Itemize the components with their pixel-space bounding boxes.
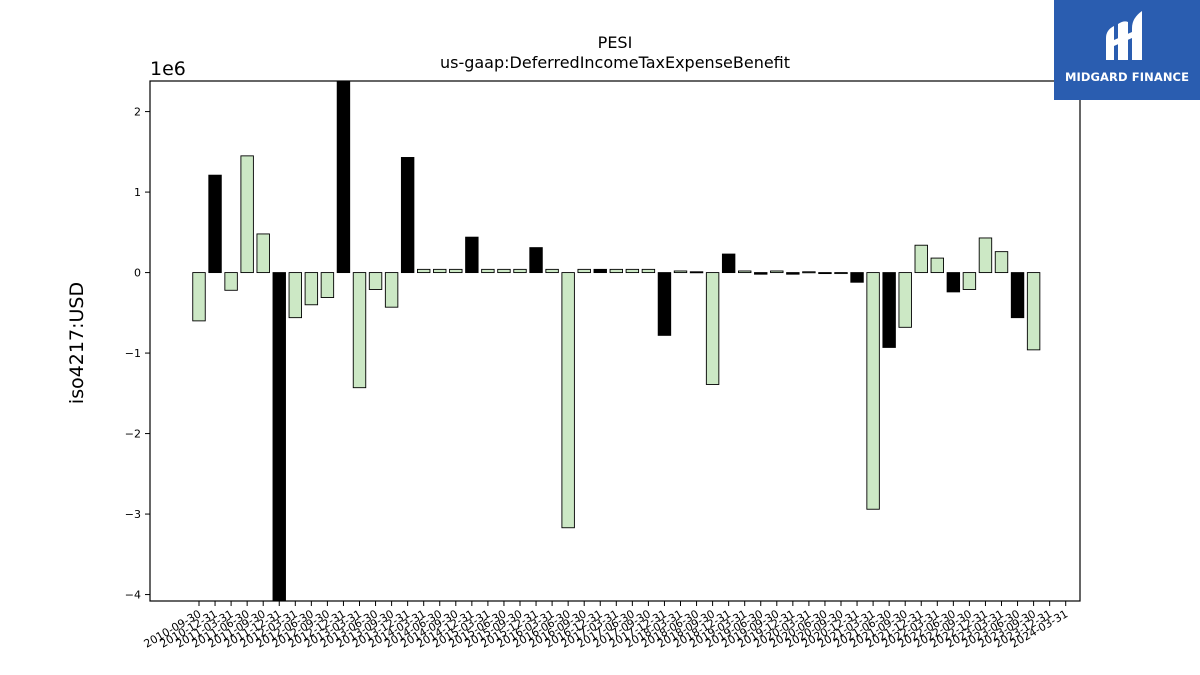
midgard-logo-icon [1106, 11, 1142, 60]
bar [802, 271, 816, 274]
bar [705, 272, 720, 385]
bar [240, 155, 254, 274]
chart-subtitle: us-gaap:DeferredIncomeTaxExpenseBenefit [440, 53, 790, 72]
bar [304, 272, 319, 306]
bar [818, 272, 832, 275]
bar [545, 268, 559, 274]
y-axis: 2 1 0 −1 −2 −3 −4 [125, 106, 150, 602]
y-tick-label: 0 [134, 267, 141, 280]
bar [465, 236, 479, 274]
bar [689, 271, 704, 274]
bar [673, 270, 688, 274]
y-tick-label: 2 [134, 106, 141, 119]
y-tick-label: −3 [125, 508, 141, 521]
bar [898, 272, 912, 328]
bar [914, 244, 928, 274]
bar [609, 268, 623, 274]
company-logo: MIDGARD FINANCE [1054, 0, 1200, 100]
bars [192, 80, 1041, 602]
bar [433, 268, 447, 274]
bar [1026, 272, 1041, 351]
bar [978, 237, 993, 274]
logo-text: MIDGARD FINANCE [1064, 70, 1190, 84]
bar [529, 247, 543, 274]
bar [497, 268, 511, 274]
bar [352, 272, 367, 389]
bar [192, 272, 206, 322]
bar [770, 270, 784, 274]
bar [866, 272, 880, 510]
chart-title: PESI [598, 33, 633, 52]
y-tick-label: −1 [125, 347, 141, 360]
bar [272, 272, 286, 602]
bar [721, 253, 736, 274]
bar [449, 268, 463, 274]
y-axis-label: iso4217:USD [66, 282, 88, 404]
bar [368, 272, 383, 290]
bar [417, 268, 431, 274]
bar [641, 268, 656, 274]
bar [288, 272, 302, 319]
bar [208, 174, 222, 274]
bar [946, 272, 961, 293]
bar [481, 268, 495, 274]
bar [930, 257, 944, 274]
plot-frame [149, 80, 1081, 602]
bar [754, 272, 768, 275]
y-tick-label: −2 [125, 428, 141, 441]
bar [834, 272, 848, 275]
y-offset-label: 1e6 [150, 58, 186, 80]
bar [850, 272, 864, 283]
bar [320, 272, 335, 298]
bar [256, 233, 270, 274]
bar [657, 272, 672, 336]
bar [1010, 272, 1025, 319]
bar [994, 251, 1009, 274]
bar [577, 268, 591, 274]
bar [962, 272, 977, 290]
bar [400, 157, 415, 274]
bar [384, 272, 399, 308]
y-tick-label: 1 [134, 186, 141, 199]
bar [625, 268, 640, 274]
bar [561, 272, 575, 529]
bar [738, 270, 752, 274]
bar [882, 272, 896, 348]
bar [336, 80, 351, 274]
bar [513, 268, 527, 274]
x-axis: 2010-09-302010-12-312011-03-312011-06-30… [142, 601, 1070, 651]
bar [593, 268, 607, 274]
y-tick-label: −4 [125, 589, 141, 602]
bar [224, 272, 238, 291]
bar [786, 272, 800, 275]
